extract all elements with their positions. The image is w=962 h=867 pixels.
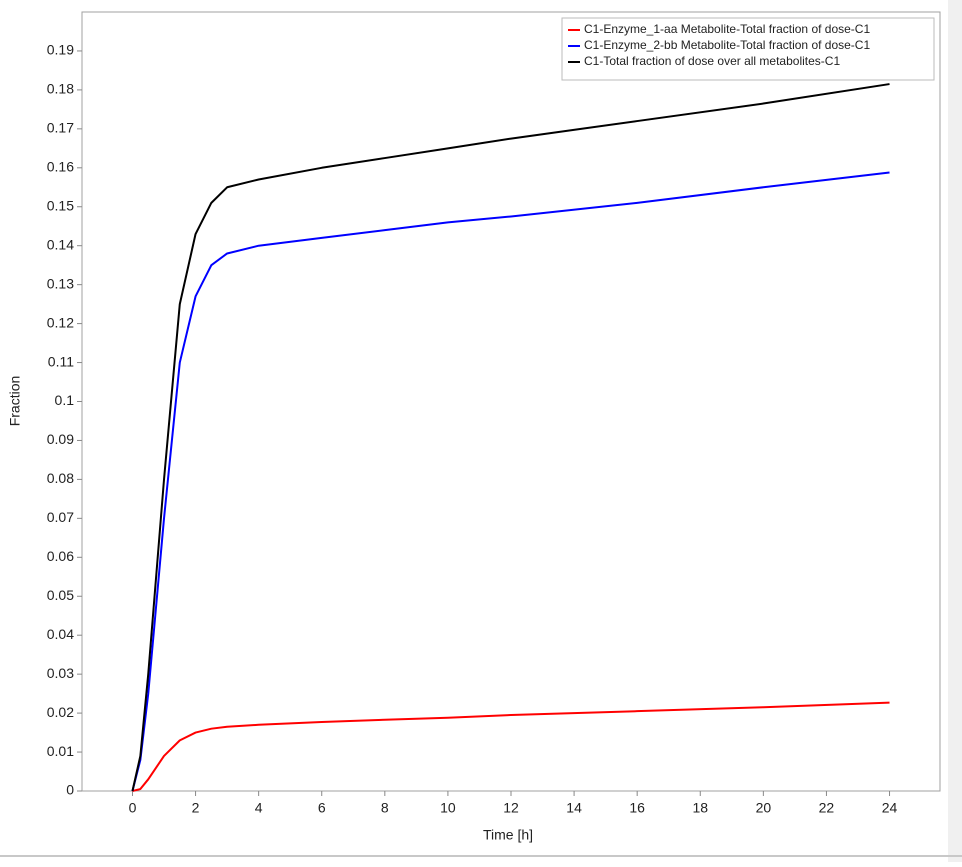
- y-tick-label: 0.17: [47, 120, 74, 136]
- y-tick-label: 0.07: [47, 509, 74, 525]
- y-tick-label: 0.13: [47, 275, 74, 291]
- legend-label: C1-Enzyme_2-bb Metabolite-Total fraction…: [584, 38, 870, 52]
- y-tick-label: 0: [66, 782, 74, 798]
- y-tick-label: 0.04: [47, 626, 74, 642]
- y-tick-label: 0.08: [47, 470, 74, 486]
- x-tick-label: 0: [129, 800, 137, 816]
- x-tick-label: 2: [192, 800, 200, 816]
- x-tick-label: 8: [381, 800, 389, 816]
- series-line: [131, 83, 890, 792]
- x-tick-label: 20: [756, 800, 772, 816]
- x-tick-label: 10: [440, 800, 456, 816]
- y-axis-title: Fraction: [7, 376, 23, 427]
- y-tick-label: 0.06: [47, 548, 74, 564]
- x-tick-label: 14: [566, 800, 582, 816]
- y-tick-label: 0.16: [47, 159, 74, 175]
- legend-box: [561, 17, 935, 81]
- legend-label: C1-Total fraction of dose over all metab…: [584, 54, 840, 68]
- x-tick-label: 22: [819, 800, 835, 816]
- y-tick-label: 0.18: [47, 81, 74, 97]
- scrollbar[interactable]: [948, 0, 962, 862]
- y-tick-label: 0.09: [47, 431, 74, 447]
- x-tick-label: 6: [318, 800, 326, 816]
- y-tick-label: 0.15: [47, 197, 74, 213]
- y-tick-label: 0.12: [47, 314, 74, 330]
- y-tick-label: 0.11: [48, 353, 74, 369]
- series-line: [132, 701, 890, 792]
- x-tick-label: 4: [255, 800, 263, 816]
- y-tick-label: 0.03: [47, 665, 74, 681]
- x-tick-label: 24: [882, 800, 898, 816]
- y-tick-label: 0.01: [47, 743, 74, 759]
- y-tick-label: 0.19: [47, 42, 74, 58]
- panel: [0, 0, 948, 856]
- x-tick-label: 18: [692, 800, 708, 816]
- legend-label: C1-Enzyme_1-aa Metabolite-Total fraction…: [584, 22, 870, 36]
- y-tick-label: 0.02: [47, 704, 74, 720]
- series-line: [131, 171, 890, 792]
- y-tick-label: 0.1: [55, 392, 75, 408]
- x-tick-label: 12: [503, 800, 519, 816]
- y-tick-label: 0.05: [47, 587, 74, 603]
- x-tick-label: 16: [629, 800, 645, 816]
- y-tick-label: 0.14: [47, 236, 74, 252]
- legend: C1-Enzyme_1-aa Metabolite-Total fraction…: [561, 17, 935, 81]
- x-axis-title: Time [h]: [483, 827, 533, 843]
